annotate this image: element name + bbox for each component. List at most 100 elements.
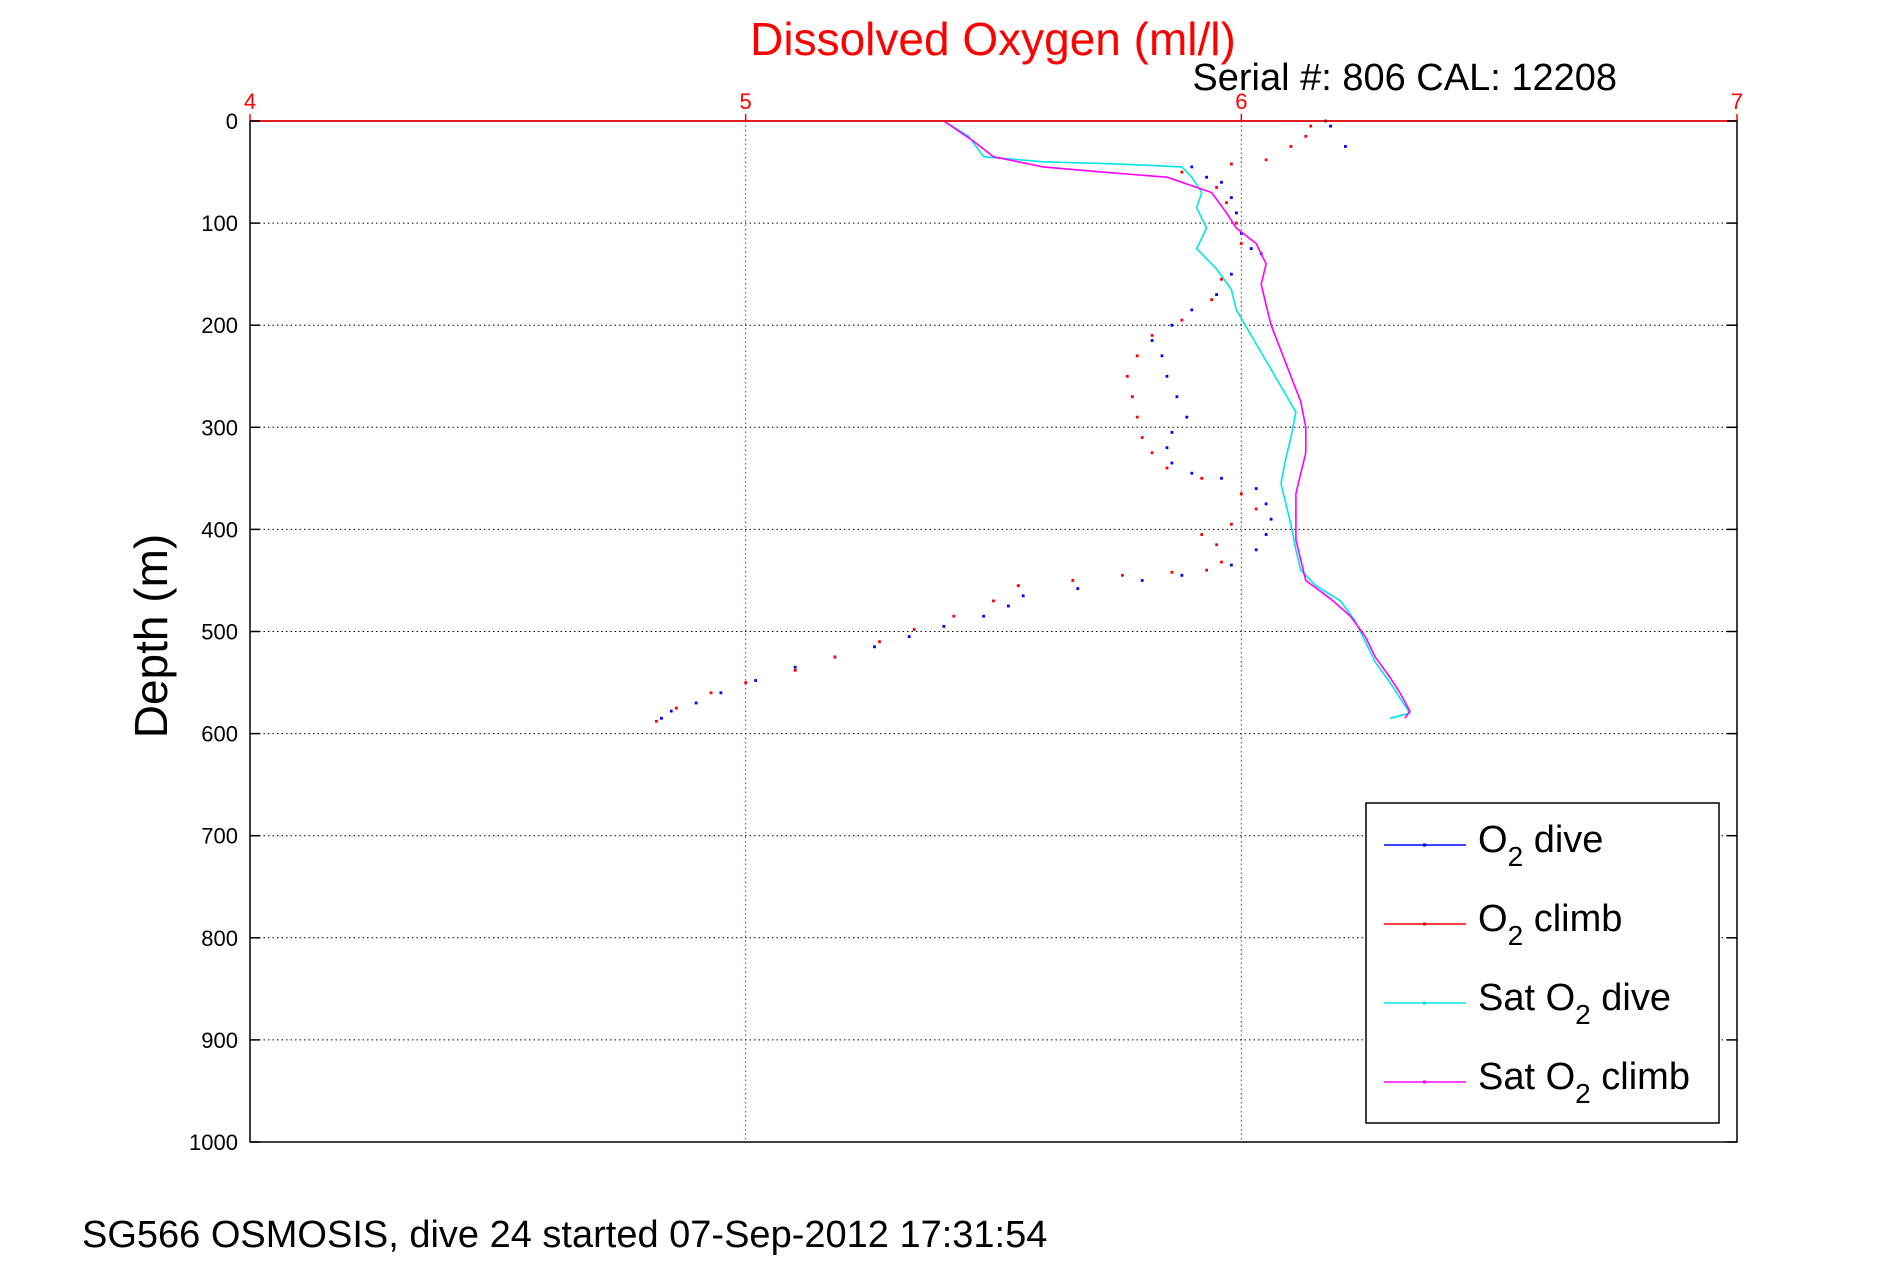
data-point <box>878 640 881 644</box>
data-point <box>942 625 946 628</box>
y-tick-label: 900 <box>201 1028 238 1053</box>
y-tick-label: 0 <box>226 109 238 134</box>
data-point <box>1016 584 1020 587</box>
data-point <box>1344 145 1347 148</box>
data-point <box>907 635 911 638</box>
data-point <box>1215 543 1218 547</box>
data-point <box>833 655 837 659</box>
series-line <box>943 120 1411 719</box>
data-point <box>1121 573 1124 577</box>
data-point <box>1150 334 1154 337</box>
data-point <box>1170 323 1174 327</box>
data-point <box>1071 579 1075 582</box>
data-point <box>1210 298 1213 302</box>
data-point <box>694 701 698 705</box>
data-point <box>1269 517 1273 521</box>
data-point <box>655 719 658 723</box>
data-point <box>793 665 797 669</box>
data-point <box>1230 272 1233 276</box>
data-point <box>952 614 956 618</box>
series-line <box>943 120 1412 720</box>
data-point <box>1215 293 1218 296</box>
legend-marker <box>1423 1080 1426 1084</box>
data-point <box>1165 446 1169 450</box>
data-point <box>1230 522 1233 526</box>
y-tick-label: 500 <box>201 620 238 645</box>
data-point <box>1140 579 1144 582</box>
data-point <box>1150 451 1154 455</box>
x-tick-label: 4 <box>244 89 256 114</box>
data-point <box>1185 415 1189 419</box>
legend: O2 dive O2 climb Sat O2 dive Sat O2 climb <box>1365 802 1720 1124</box>
data-point <box>1205 175 1208 179</box>
y-tick-label: 1000 <box>189 1130 238 1155</box>
data-point <box>1220 180 1223 184</box>
data-point <box>1021 594 1025 598</box>
data-point <box>1180 170 1184 174</box>
data-point <box>1160 354 1164 358</box>
grid <box>250 121 1737 1142</box>
legend-marker <box>1423 843 1426 847</box>
legend-marker <box>1423 1001 1426 1005</box>
y-tick-label: 200 <box>201 313 238 338</box>
data-point <box>669 709 673 713</box>
data-point <box>1220 277 1223 281</box>
chart-title: Dissolved Oxygen (ml/l) <box>750 13 1236 65</box>
data-point <box>1235 221 1238 225</box>
x-tick-label: 5 <box>740 89 752 114</box>
y-axis-label: Depth (m) <box>125 534 177 738</box>
data-point <box>1180 318 1184 322</box>
data-point <box>744 681 748 684</box>
data-point <box>1264 158 1268 162</box>
data-point <box>1220 560 1223 564</box>
data-point <box>1140 436 1144 439</box>
data-point <box>754 679 757 682</box>
data-point <box>1125 374 1129 378</box>
x-tick-label: 6 <box>1235 89 1247 114</box>
data-point <box>660 716 663 720</box>
data-point <box>1190 165 1194 169</box>
data-point <box>1165 466 1169 470</box>
series-2 <box>943 120 1412 720</box>
data-point <box>982 614 985 618</box>
data-point <box>1170 570 1174 574</box>
data-point <box>1309 124 1313 128</box>
data-point <box>1264 502 1268 506</box>
data-point <box>1150 339 1154 342</box>
series-layer <box>655 119 1412 723</box>
data-point <box>1175 395 1179 399</box>
data-point <box>1329 124 1332 128</box>
data-point <box>1130 395 1134 399</box>
data-point <box>719 691 723 695</box>
legend-entry: Sat O2 climb <box>1384 1056 1690 1109</box>
data-point <box>1190 471 1194 475</box>
data-point <box>1135 354 1139 358</box>
series-1 <box>655 124 1313 723</box>
data-point <box>1249 247 1253 250</box>
chart-subtitle: Serial #: 806 CAL: 12208 <box>1192 57 1617 99</box>
legend-entry: O2 climb <box>1384 898 1622 951</box>
series-0 <box>660 119 1347 720</box>
legend-box <box>1365 802 1720 1124</box>
data-point <box>1230 162 1233 166</box>
legend-label: O2 climb <box>1478 898 1622 951</box>
legend-marker <box>1423 922 1426 926</box>
data-point <box>873 645 876 649</box>
data-point <box>1135 415 1139 419</box>
data-point <box>1076 587 1080 590</box>
data-point <box>1239 231 1243 235</box>
data-point <box>1225 201 1228 205</box>
legend-label: O2 dive <box>1478 819 1603 872</box>
data-point <box>1264 533 1268 536</box>
legend-label: Sat O2 climb <box>1478 1056 1690 1109</box>
data-point <box>1235 211 1238 215</box>
y-tick-label: 400 <box>201 517 238 542</box>
y-tick-label: 300 <box>201 415 238 440</box>
data-point <box>1254 507 1258 511</box>
y-tick-label: 700 <box>201 824 238 849</box>
series-3 <box>943 120 1411 719</box>
data-point <box>912 628 916 631</box>
legend-label: Sat O2 dive <box>1478 977 1671 1030</box>
data-point <box>674 706 678 710</box>
